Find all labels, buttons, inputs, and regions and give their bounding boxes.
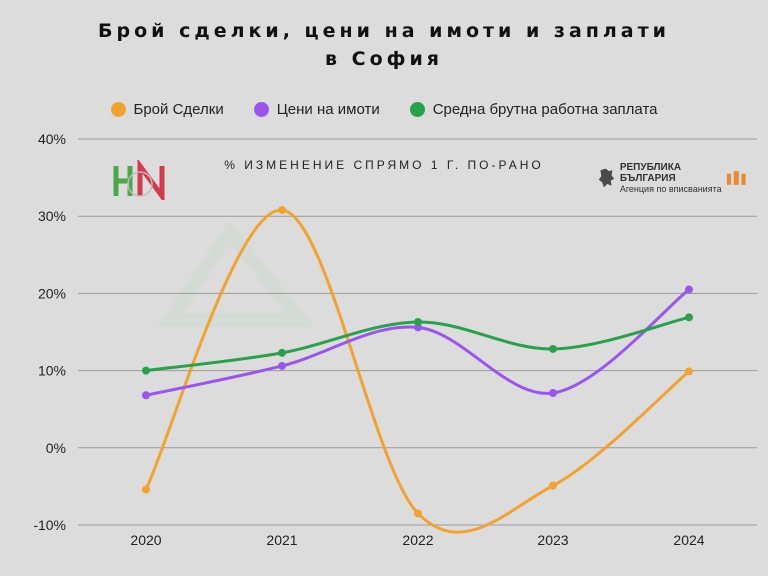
chart-title-line2: в София bbox=[325, 48, 443, 70]
x-tick-label: 2020 bbox=[130, 532, 161, 548]
y-tick-label: 30% bbox=[38, 208, 66, 224]
series-line bbox=[144, 208, 690, 534]
lion-crest-icon bbox=[598, 168, 615, 188]
data-point bbox=[685, 367, 693, 376]
data-point bbox=[142, 366, 150, 375]
x-tick-label: 2023 bbox=[537, 532, 568, 548]
data-point bbox=[549, 344, 557, 353]
legend-item-deals: Брой Сделки bbox=[110, 101, 224, 118]
y-tick-label: 10% bbox=[38, 363, 66, 379]
ni-logo bbox=[110, 158, 172, 204]
data-point bbox=[278, 348, 286, 357]
legend-item-prices: Цени на имоти bbox=[253, 101, 380, 118]
data-point bbox=[414, 509, 422, 518]
legend-label-salary: Средна брутна работна заплата bbox=[432, 101, 658, 118]
registry-line2: Агенция по вписванията bbox=[619, 183, 722, 194]
legend-swatch-deals bbox=[110, 102, 126, 117]
x-tick-label: 2022 bbox=[402, 532, 433, 548]
data-point bbox=[278, 206, 286, 215]
chart-subtitle: % ИЗМЕНЕНИЕ СПРЯМО 1 Г. ПО-РАНО bbox=[224, 158, 544, 172]
x-tick-label: 2024 bbox=[673, 532, 704, 548]
data-point bbox=[685, 285, 693, 294]
y-tick-label: -10% bbox=[33, 517, 66, 533]
legend-label-prices: Цени на имоти bbox=[276, 101, 380, 118]
books-icon bbox=[727, 171, 747, 185]
y-tick-label: 40% bbox=[38, 131, 66, 147]
y-tick-label: 20% bbox=[38, 285, 66, 301]
data-point bbox=[549, 481, 557, 490]
watermark-shape bbox=[156, 220, 315, 327]
legend-label-deals: Брой Сделки bbox=[133, 101, 224, 118]
legend-swatch-salary bbox=[409, 102, 425, 117]
data-point bbox=[142, 485, 150, 494]
x-tick-label: 2021 bbox=[266, 532, 297, 548]
legend-swatch-prices bbox=[253, 102, 269, 117]
data-point bbox=[414, 317, 422, 326]
data-point bbox=[142, 391, 150, 400]
legend: Брой Сделки Цени на имоти Средна брутна … bbox=[0, 101, 768, 118]
registry-agency-logo: РЕПУБЛИКА БЪЛГАРИЯ Агенция по вписваният… bbox=[597, 161, 747, 194]
y-tick-label: 0% bbox=[46, 440, 66, 456]
data-point bbox=[549, 388, 557, 397]
chart-title-line1: Брой сделки, цени на имоти и заплати bbox=[98, 20, 670, 42]
registry-line1: РЕПУБЛИКА БЪЛГАРИЯ bbox=[619, 161, 682, 184]
legend-item-salary: Средна брутна работна заплата bbox=[409, 101, 658, 118]
series-line bbox=[145, 288, 690, 397]
data-point bbox=[278, 361, 286, 370]
data-point bbox=[685, 313, 693, 322]
